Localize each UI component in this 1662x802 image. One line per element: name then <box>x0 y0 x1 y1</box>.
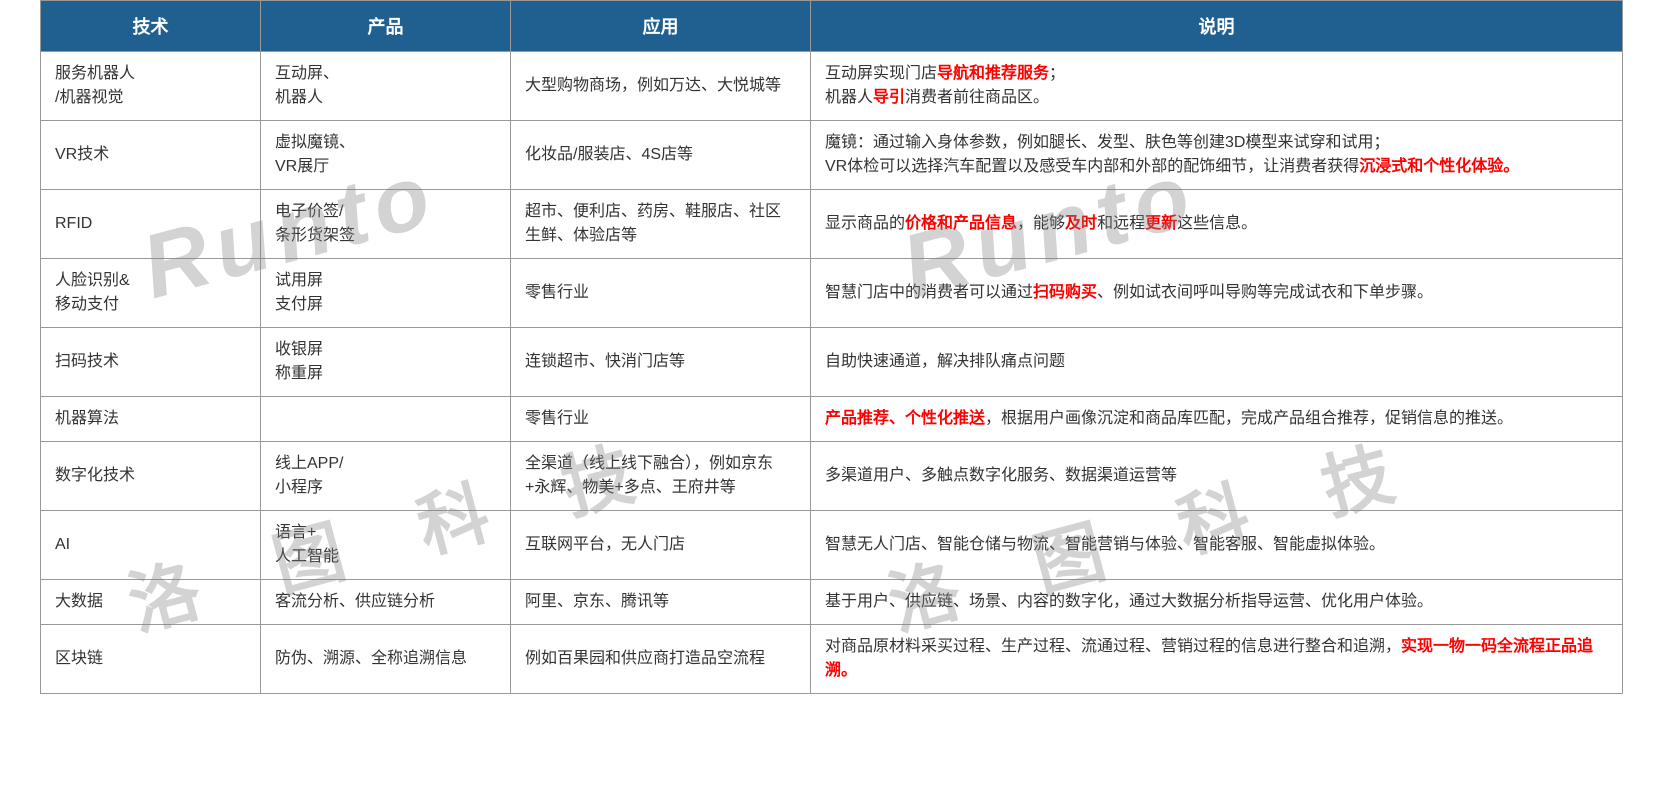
plain-text: 智慧无人门店、智能仓储与物流、智能营销与体验、智能客服、智能虚拟体验。 <box>825 536 1385 553</box>
plain-text: 显示商品的 <box>825 215 905 232</box>
cell-app: 零售行业 <box>511 259 811 328</box>
cell-tech: VR技术 <box>41 121 261 190</box>
plain-text: 互动屏实现门店 <box>825 65 937 82</box>
highlight-text: 扫码购买 <box>1033 284 1097 301</box>
plain-text: 和远程 <box>1097 215 1145 232</box>
cell-app: 全渠道（线上线下融合），例如京东+永辉、物美+多点、王府井等 <box>511 442 811 511</box>
cell-product: 线上APP/小程序 <box>261 442 511 511</box>
cell-desc: 多渠道用户、多触点数字化服务、数据渠道运营等 <box>811 442 1623 511</box>
plain-text: 、例如试衣间呼叫导购等完成试衣和下单步骤。 <box>1097 284 1433 301</box>
cell-tech: RFID <box>41 190 261 259</box>
cell-desc: 显示商品的价格和产品信息，能够及时和远程更新这些信息。 <box>811 190 1623 259</box>
table-row: 机器算法 零售行业产品推荐、个性化推送，根据用户画像沉淀和商品库匹配，完成产品组合… <box>41 397 1623 442</box>
table-row: VR技术虚拟魔镜、VR展厅化妆品/服装店、4S店等魔镜：通过输入身体参数，例如腿… <box>41 121 1623 190</box>
highlight-text: 导航和推荐服务 <box>937 65 1049 82</box>
highlight-text: 更新 <box>1145 215 1177 232</box>
cell-app: 例如百果园和供应商打造品空流程 <box>511 625 811 694</box>
table-row: 数字化技术线上APP/小程序全渠道（线上线下融合），例如京东+永辉、物美+多点、… <box>41 442 1623 511</box>
plain-text: 自助快速通道，解决排队痛点问题 <box>825 353 1065 370</box>
cell-desc: 智慧无人门店、智能仓储与物流、智能营销与体验、智能客服、智能虚拟体验。 <box>811 511 1623 580</box>
table-row: 人脸识别&移动支付试用屏支付屏零售行业智慧门店中的消费者可以通过扫码购买、例如试… <box>41 259 1623 328</box>
cell-tech: 大数据 <box>41 580 261 625</box>
header-product: 产品 <box>261 1 511 52</box>
cell-product: 客流分析、供应链分析 <box>261 580 511 625</box>
cell-product: 试用屏支付屏 <box>261 259 511 328</box>
cell-app: 化妆品/服装店、4S店等 <box>511 121 811 190</box>
cell-product: 语言+人工智能 <box>261 511 511 580</box>
cell-app: 连锁超市、快消门店等 <box>511 328 811 397</box>
cell-desc: 产品推荐、个性化推送，根据用户画像沉淀和商品库匹配，完成产品组合推荐，促销信息的… <box>811 397 1623 442</box>
header-app: 应用 <box>511 1 811 52</box>
table-row: AI语言+人工智能互联网平台，无人门店智慧无人门店、智能仓储与物流、智能营销与体… <box>41 511 1623 580</box>
cell-desc: 魔镜：通过输入身体参数，例如腿长、发型、肤色等创建3D模型来试穿和试用；VR体检… <box>811 121 1623 190</box>
table-row: 服务机器人/机器视觉互动屏、机器人大型购物商场，例如万达、大悦城等互动屏实现门店… <box>41 52 1623 121</box>
cell-desc: 互动屏实现门店导航和推荐服务；机器人导引消费者前往商品区。 <box>811 52 1623 121</box>
plain-text: 多渠道用户、多触点数字化服务、数据渠道运营等 <box>825 467 1177 484</box>
cell-desc: 自助快速通道，解决排队痛点问题 <box>811 328 1623 397</box>
highlight-text: 价格和产品信息 <box>905 215 1017 232</box>
plain-text: 对商品原材料采买过程、生产过程、流通过程、营销过程的信息进行整合和追溯， <box>825 638 1401 655</box>
table-body: 服务机器人/机器视觉互动屏、机器人大型购物商场，例如万达、大悦城等互动屏实现门店… <box>41 52 1623 694</box>
header-desc: 说明 <box>811 1 1623 52</box>
header-tech: 技术 <box>41 1 261 52</box>
cell-tech: AI <box>41 511 261 580</box>
cell-product: 虚拟魔镜、VR展厅 <box>261 121 511 190</box>
cell-app: 零售行业 <box>511 397 811 442</box>
plain-text: ，根据用户画像沉淀和商品库匹配，完成产品组合推荐，促销信息的推送。 <box>985 410 1513 427</box>
cell-tech: 服务机器人/机器视觉 <box>41 52 261 121</box>
cell-tech: 区块链 <box>41 625 261 694</box>
cell-desc: 智慧门店中的消费者可以通过扫码购买、例如试衣间呼叫导购等完成试衣和下单步骤。 <box>811 259 1623 328</box>
cell-product: 互动屏、机器人 <box>261 52 511 121</box>
table-row: RFID电子价签/条形货架签超市、便利店、药房、鞋服店、社区生鲜、体验店等显示商… <box>41 190 1623 259</box>
cell-product: 收银屏称重屏 <box>261 328 511 397</box>
cell-app: 大型购物商场，例如万达、大悦城等 <box>511 52 811 121</box>
cell-app: 超市、便利店、药房、鞋服店、社区生鲜、体验店等 <box>511 190 811 259</box>
plain-text: ，能够 <box>1017 215 1065 232</box>
cell-tech: 人脸识别&移动支付 <box>41 259 261 328</box>
highlight-text: 导引 <box>873 89 905 106</box>
cell-desc: 基于用户、供应链、场景、内容的数字化，通过大数据分析指导运营、优化用户体验。 <box>811 580 1623 625</box>
plain-text: 消费者前往商品区。 <box>905 89 1049 106</box>
highlight-text: 沉浸式和个性化体验。 <box>1359 158 1519 175</box>
tech-table: 技术产品应用说明 服务机器人/机器视觉互动屏、机器人大型购物商场，例如万达、大悦… <box>40 0 1623 694</box>
cell-product: 防伪、溯源、全称追溯信息 <box>261 625 511 694</box>
cell-product: 电子价签/条形货架签 <box>261 190 511 259</box>
header-row: 技术产品应用说明 <box>41 1 1623 52</box>
plain-text: 基于用户、供应链、场景、内容的数字化，通过大数据分析指导运营、优化用户体验。 <box>825 593 1433 610</box>
cell-product <box>261 397 511 442</box>
cell-tech: 机器算法 <box>41 397 261 442</box>
highlight-text: 产品推荐、个性化推送 <box>825 410 985 427</box>
table-row: 扫码技术收银屏称重屏连锁超市、快消门店等自助快速通道，解决排队痛点问题 <box>41 328 1623 397</box>
table-header: 技术产品应用说明 <box>41 1 1623 52</box>
table-container: 技术产品应用说明 服务机器人/机器视觉互动屏、机器人大型购物商场，例如万达、大悦… <box>40 0 1622 694</box>
cell-tech: 数字化技术 <box>41 442 261 511</box>
cell-tech: 扫码技术 <box>41 328 261 397</box>
cell-desc: 对商品原材料采买过程、生产过程、流通过程、营销过程的信息进行整合和追溯，实现一物… <box>811 625 1623 694</box>
plain-text: 魔镜：通过输入身体参数，例如腿长、发型、肤色等创建3D模型来试穿和试用；VR体检… <box>825 134 1389 175</box>
plain-text: 这些信息。 <box>1177 215 1257 232</box>
table-row: 大数据客流分析、供应链分析阿里、京东、腾讯等基于用户、供应链、场景、内容的数字化… <box>41 580 1623 625</box>
plain-text: 智慧门店中的消费者可以通过 <box>825 284 1033 301</box>
table-row: 区块链防伪、溯源、全称追溯信息例如百果园和供应商打造品空流程对商品原材料采买过程… <box>41 625 1623 694</box>
cell-app: 阿里、京东、腾讯等 <box>511 580 811 625</box>
highlight-text: 及时 <box>1065 215 1097 232</box>
cell-app: 互联网平台，无人门店 <box>511 511 811 580</box>
